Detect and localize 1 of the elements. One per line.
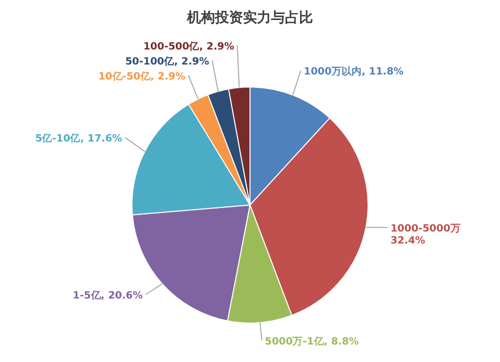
chart-title: 机构投资实力与占比: [186, 9, 313, 26]
